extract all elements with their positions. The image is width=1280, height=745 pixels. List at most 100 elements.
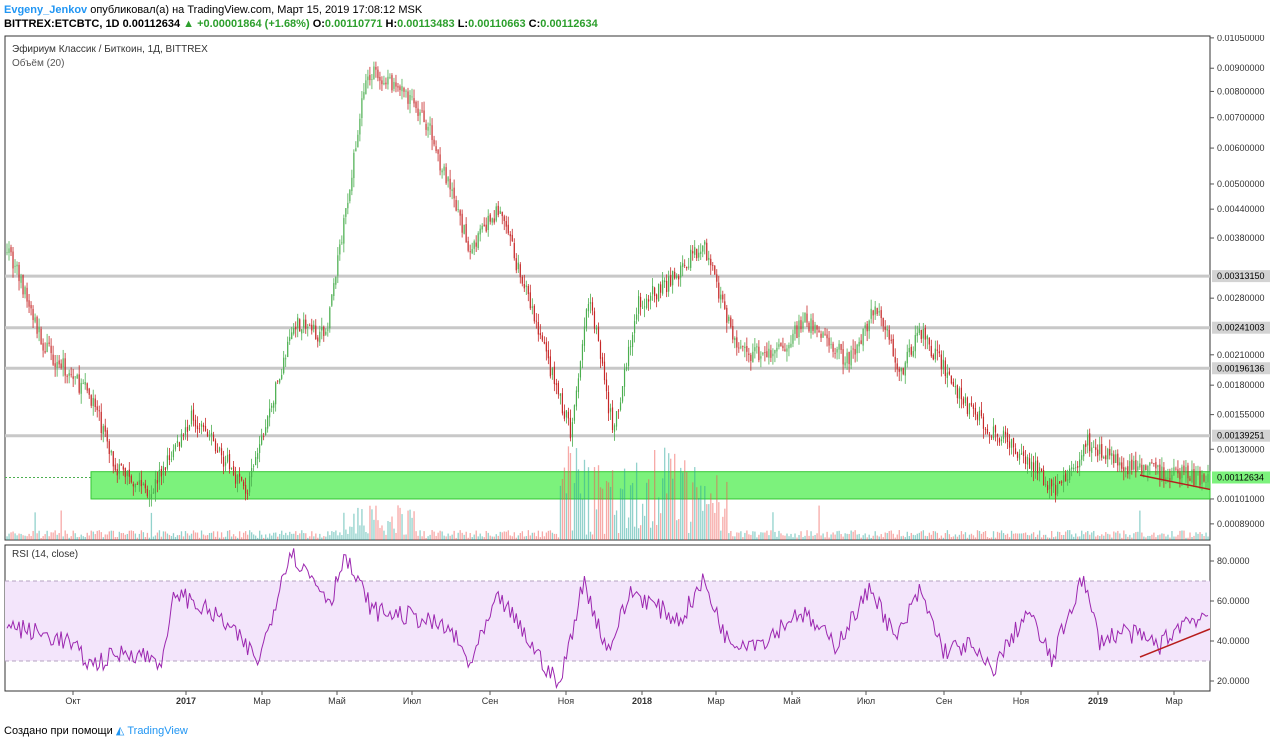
volume-bar <box>301 530 303 540</box>
volume-bar <box>52 532 54 540</box>
price-candle <box>224 462 227 466</box>
volume-bar <box>537 530 540 540</box>
volume-bar <box>782 535 784 540</box>
volume-bar <box>120 533 122 540</box>
price-candle <box>313 324 315 330</box>
price-candle <box>190 410 193 425</box>
volume-bar <box>309 536 311 540</box>
price-candle <box>337 255 339 276</box>
volume-bar <box>62 536 64 540</box>
volume-bar <box>114 537 116 540</box>
price-candle <box>1079 459 1081 468</box>
volume-bar <box>232 534 235 540</box>
price-candle <box>513 243 515 259</box>
volume-bar <box>1042 534 1045 540</box>
price-candle <box>876 308 878 315</box>
price-candle <box>1081 455 1083 460</box>
price-candle <box>848 351 850 365</box>
price-candle <box>830 344 832 346</box>
volume-bar <box>355 533 357 540</box>
volume-bar <box>351 526 353 540</box>
chart-canvas[interactable]: 0.01050000 0.00900000 0.00800000 0.00700000… <box>0 35 1280 720</box>
volume-bar <box>1014 533 1017 540</box>
volume-bar <box>477 536 479 540</box>
volume-bar <box>373 519 375 540</box>
volume-bar <box>950 537 953 540</box>
volume-bar <box>10 532 12 540</box>
price-candle <box>824 333 826 335</box>
volume-bar <box>28 533 30 540</box>
price-candle <box>1147 466 1149 472</box>
volume-bar <box>1117 530 1119 540</box>
price-candle <box>26 287 28 302</box>
volume-bar <box>1087 531 1089 540</box>
price-candle <box>922 329 924 339</box>
footer: Создано при помощи ◭ TradingView <box>4 723 188 739</box>
price-axis-label: 0.00500000 <box>1217 179 1265 189</box>
price-candle <box>136 483 138 485</box>
price-candle <box>1057 482 1059 494</box>
volume-bar <box>38 530 40 540</box>
price-candle <box>664 280 666 283</box>
volume-bar <box>840 534 842 540</box>
price-candle <box>329 307 331 329</box>
price-candle <box>174 444 177 450</box>
price-candle <box>265 427 267 436</box>
price-candle <box>132 484 134 487</box>
price-candle <box>1051 479 1053 487</box>
volume-bar <box>327 531 329 540</box>
volume-bar <box>158 530 161 540</box>
volume-bar <box>1121 537 1123 540</box>
price-candle <box>744 346 746 349</box>
price-axis-label: 0.00900000 <box>1217 63 1265 73</box>
price-axis-label: 0.00210000 <box>1217 350 1265 360</box>
price-candle <box>738 347 740 349</box>
current-price-badge <box>1212 471 1270 484</box>
price-candle <box>343 218 345 244</box>
author-link[interactable]: Evgeny_Jenkov <box>4 4 88 16</box>
rsi-trendline <box>1139 628 1211 658</box>
tradingview-brand[interactable]: TradingView <box>127 725 188 737</box>
volume-bar <box>12 531 14 540</box>
price-candle <box>750 354 752 362</box>
volume-bar <box>720 530 722 540</box>
price-candle <box>160 469 162 477</box>
price-candle <box>40 329 42 345</box>
volume-bar <box>706 504 708 540</box>
price-candle <box>1026 457 1029 465</box>
volume-bar <box>934 531 937 540</box>
price-candle <box>1187 465 1189 479</box>
ticker-symbol: BITTREX:ETCBTC, 1D <box>4 18 120 30</box>
price-candle <box>650 295 652 301</box>
price-candle <box>220 448 223 456</box>
price-candle <box>1049 478 1051 490</box>
volume-bar <box>503 531 505 540</box>
volume-bar <box>60 510 62 540</box>
price-candle <box>363 92 365 99</box>
price-candle <box>30 304 32 309</box>
volume-bar <box>8 533 10 540</box>
volume-bar <box>583 459 586 540</box>
price-candle <box>748 353 750 355</box>
volume-bar <box>834 534 836 540</box>
price-candle <box>339 244 341 255</box>
time-axis-label: Июл <box>857 696 875 706</box>
volume-bar <box>1006 533 1009 540</box>
volume-bar <box>1028 535 1031 540</box>
volume-bar <box>397 505 399 540</box>
price-candle <box>361 98 363 119</box>
price-candle <box>563 411 565 419</box>
volume-bar <box>658 497 660 540</box>
price-candle <box>946 372 948 378</box>
price-candle <box>1089 433 1091 452</box>
price-candle <box>804 312 806 323</box>
volume-bar <box>698 498 700 540</box>
volume-bar <box>76 537 78 540</box>
price-candle <box>247 493 249 495</box>
price-candle <box>814 324 816 333</box>
price-candle <box>569 417 572 439</box>
time-axis-label: 2019 <box>1088 696 1108 706</box>
price-candle <box>864 325 866 328</box>
price-candle <box>461 213 463 233</box>
price-candle <box>894 356 896 363</box>
